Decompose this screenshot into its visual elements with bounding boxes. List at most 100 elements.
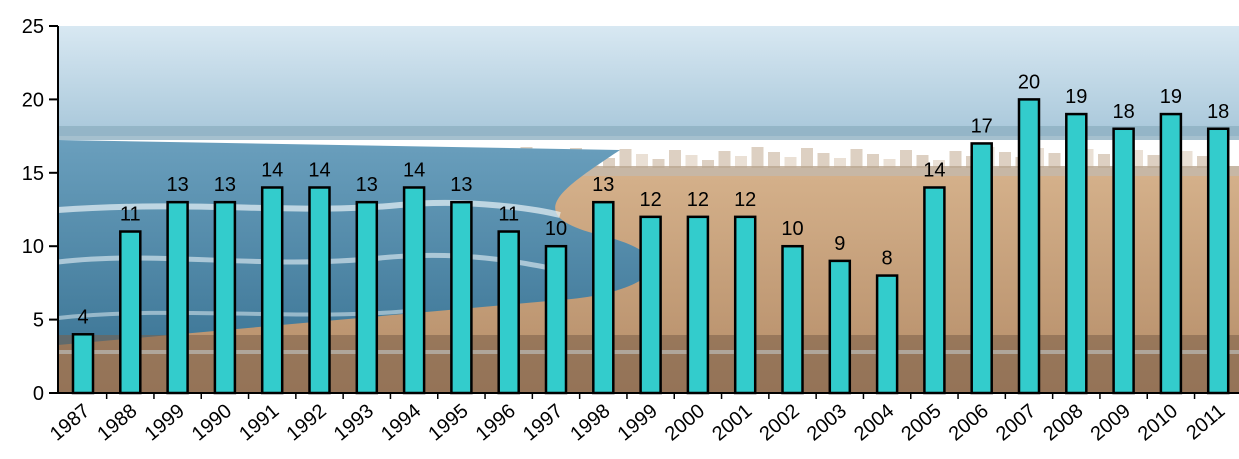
bar-2008 — [1065, 112, 1088, 395]
bar-2006 — [970, 142, 993, 395]
data-label: 19 — [1160, 86, 1182, 108]
x-tick-label: 2003 — [803, 400, 851, 445]
building — [999, 152, 1011, 168]
building — [883, 159, 896, 168]
bar-1994 — [402, 186, 426, 395]
building — [1147, 155, 1160, 168]
x-tick-label: 2011 — [1182, 400, 1229, 445]
x-tick-label: 1995 — [424, 400, 472, 445]
building — [817, 153, 830, 168]
building — [669, 150, 681, 168]
x-tick-label: 1987 — [46, 400, 94, 445]
data-label: 13 — [450, 174, 472, 196]
data-label: 8 — [882, 248, 893, 270]
x-tick-label: 2001 — [708, 400, 756, 445]
data-label: 20 — [1018, 71, 1040, 93]
x-tick-label: 2005 — [897, 400, 945, 445]
building — [702, 160, 714, 168]
x-tick-label: 2002 — [755, 400, 803, 445]
bar-2005 — [923, 186, 946, 395]
data-label: 10 — [545, 218, 567, 240]
x-tick-label: 1997 — [519, 400, 567, 445]
building — [801, 148, 813, 168]
bar-1993 — [355, 200, 379, 395]
building — [1180, 151, 1193, 168]
building — [834, 158, 846, 168]
bar-1998 — [592, 200, 615, 395]
data-label: 11 — [120, 204, 141, 226]
building — [1098, 154, 1110, 168]
building — [933, 160, 945, 168]
data-label: 13 — [166, 174, 188, 196]
bar-1988 — [119, 230, 142, 395]
bar-1995 — [450, 200, 473, 395]
x-tick-label: 1991 — [235, 400, 283, 445]
x-tick-label: 2010 — [1134, 400, 1182, 445]
building — [867, 154, 879, 168]
data-label: 12 — [734, 189, 756, 211]
bar-2000 — [686, 215, 710, 395]
data-label: 13 — [356, 174, 378, 196]
x-tick-label: 1992 — [282, 400, 330, 445]
y-tick-label: 0 — [33, 383, 44, 405]
data-label: 9 — [834, 233, 845, 255]
bar-2001 — [733, 215, 757, 395]
bar-1990 — [213, 200, 237, 395]
building — [1048, 153, 1061, 168]
x-tick-label: 2009 — [1087, 400, 1135, 445]
x-tick-label: 1996 — [472, 400, 520, 445]
y-tick-label: 20 — [22, 89, 44, 111]
bar-2003 — [828, 259, 852, 395]
y-tick-label: 10 — [22, 236, 44, 258]
data-label: 14 — [308, 159, 330, 181]
building — [768, 152, 780, 168]
distant-hills — [58, 126, 1239, 140]
x-tick-label: 2006 — [945, 400, 993, 445]
y-tick-label: 25 — [22, 16, 44, 38]
bar-1996 — [497, 230, 520, 395]
bar-1992 — [308, 186, 331, 395]
building — [1197, 156, 1209, 168]
bar-2009 — [1112, 127, 1135, 395]
x-tick-label: 1999 — [141, 400, 189, 445]
y-tick-label: 15 — [22, 163, 44, 185]
building — [900, 150, 912, 168]
sky — [58, 26, 1239, 136]
x-tick-label: 1994 — [377, 400, 425, 445]
building — [636, 154, 648, 168]
data-label: 14 — [403, 159, 425, 181]
x-tick-label: 1999 — [614, 400, 662, 445]
bar-2011 — [1206, 127, 1230, 395]
data-label: 17 — [971, 115, 993, 137]
data-label: 4 — [77, 306, 88, 328]
data-label: 11 — [498, 204, 519, 226]
x-tick-label: 2007 — [992, 400, 1040, 445]
building — [652, 159, 665, 168]
building — [619, 149, 632, 168]
x-tick-label: 1998 — [566, 400, 614, 445]
y-tick-label: 5 — [33, 310, 44, 332]
bar-2007 — [1017, 98, 1041, 395]
bar-1997 — [544, 244, 568, 395]
bar-2004 — [875, 274, 899, 395]
data-label: 18 — [1112, 101, 1134, 123]
bar-1999 — [639, 215, 662, 395]
building — [949, 151, 962, 168]
bar-2010 — [1159, 112, 1183, 395]
data-label: 18 — [1207, 101, 1229, 123]
x-tick-label: 2004 — [850, 400, 898, 445]
data-label: 13 — [214, 174, 236, 196]
building — [685, 155, 698, 168]
bar-1987 — [71, 333, 95, 395]
data-label: 10 — [781, 218, 803, 240]
building — [784, 157, 797, 168]
bar-1999 — [166, 200, 189, 395]
x-tick-label: 1988 — [93, 400, 141, 445]
bar-1991 — [260, 186, 284, 395]
data-labels-group: 4 11 13 13 14 14 13 14 13 11 10 13 12 12 12 10 9 8 14 17 20 1… — [77, 71, 1229, 328]
data-label: 12 — [687, 189, 709, 211]
x-tick-label: 1990 — [188, 400, 236, 445]
building — [916, 155, 929, 168]
bar-2002 — [781, 244, 804, 395]
